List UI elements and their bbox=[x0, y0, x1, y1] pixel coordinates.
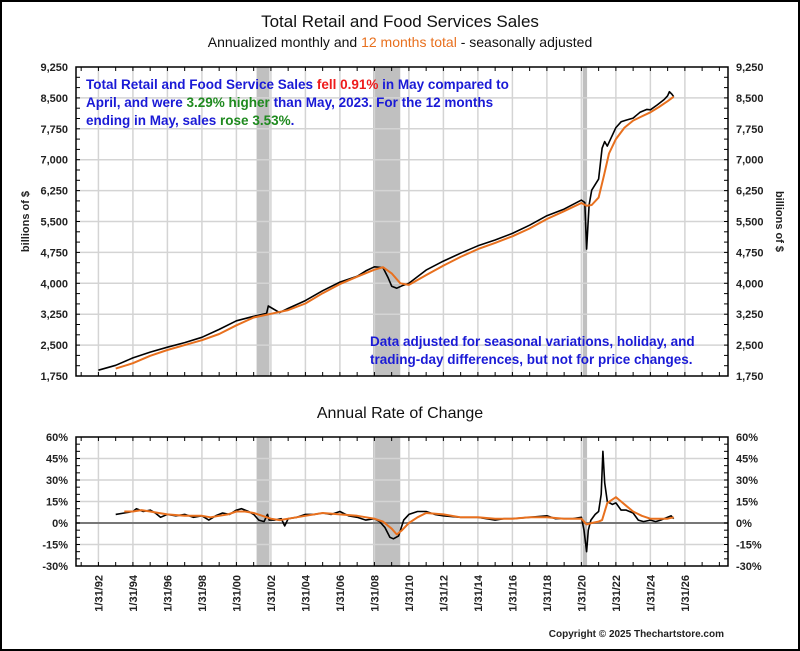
x-tick-label: 1/31/00 bbox=[231, 575, 243, 612]
plot-border bbox=[75, 436, 729, 567]
sales-plot: 1,750 1,750 2,500 2,500 3,250 3,250 4,000 4,000… bbox=[20, 62, 785, 383]
y-tick-label-left: 8,500 bbox=[40, 93, 68, 105]
note-text: in May compared to April, and were bbox=[86, 77, 509, 110]
y-tick-label-left: 1,750 bbox=[40, 371, 68, 383]
y-tick-label-left: 4,000 bbox=[40, 278, 68, 290]
y-tick-label-right: 7,000 bbox=[736, 155, 764, 167]
chart-subtitle: Annualized monthly and 12 months total -… bbox=[0, 34, 800, 50]
y-tick-label-right: 8,500 bbox=[736, 93, 764, 105]
twelve-month-series-line bbox=[124, 496, 674, 536]
x-tick-label: 1/31/14 bbox=[473, 574, 485, 612]
copyright: Copyright © 2025 Thechartstore.com bbox=[548, 629, 724, 640]
y-axis-label-left: billions of $ bbox=[20, 191, 32, 252]
y-tick-label-left: 9,250 bbox=[40, 62, 68, 74]
y-tick-label-right: 30% bbox=[736, 475, 758, 487]
rate-plot: -30% -30% -15% -15% 0% 0% 15% 15% 30% 30% 45% 45% 60… bbox=[42, 432, 762, 573]
y-tick-label-right: 60% bbox=[736, 432, 758, 444]
y-tick-label-right: 0% bbox=[736, 518, 752, 530]
y-tick-label-left: 2,500 bbox=[40, 340, 68, 352]
x-tick-label: 1/31/94 bbox=[128, 574, 140, 612]
y-tick-label-right: -15% bbox=[736, 540, 762, 552]
x-tick-label: 1/31/08 bbox=[369, 575, 381, 612]
x-tick-label: 1/31/10 bbox=[404, 575, 416, 612]
adjustment-note: Data adjusted for seasonal variations, h… bbox=[370, 334, 695, 367]
y-tick-label-left: 4,750 bbox=[40, 247, 68, 259]
note-fell: fell 0.91% bbox=[316, 77, 379, 92]
y-tick-label-left: 3,250 bbox=[40, 309, 68, 321]
subtitle-text-1: Annualized monthly and bbox=[207, 34, 362, 50]
x-tick-label: 1/31/92 bbox=[93, 575, 105, 612]
y-tick-label-right: 1,750 bbox=[736, 371, 764, 383]
y-tick-label-left: 15% bbox=[46, 497, 68, 509]
y-tick-label-left: 6,250 bbox=[40, 186, 68, 198]
y-tick-label-right: 9,250 bbox=[736, 62, 764, 74]
note-text: Total Retail and Food Service Sales bbox=[86, 77, 317, 92]
y-tick-label-right: 7,750 bbox=[736, 124, 764, 136]
y-axis-label-right: billions of $ bbox=[773, 191, 785, 252]
y-tick-label-left: 7,000 bbox=[40, 155, 68, 167]
y-tick-label-right: 5,500 bbox=[736, 217, 764, 229]
x-tick-label: 1/31/20 bbox=[576, 575, 588, 612]
y-tick-label-left: 7,750 bbox=[40, 124, 68, 136]
subtitle-text-2: - seasonally adjusted bbox=[456, 34, 593, 50]
y-tick-label-left: 0% bbox=[52, 518, 68, 530]
y-tick-label-left: 5,500 bbox=[40, 217, 68, 229]
x-tick-label: 1/31/06 bbox=[335, 575, 347, 612]
y-tick-label-left: 30% bbox=[46, 475, 68, 487]
y-tick-label-right: 4,750 bbox=[736, 247, 764, 259]
x-tick-label: 1/31/98 bbox=[197, 575, 209, 612]
x-tick-label: 1/31/16 bbox=[507, 575, 519, 612]
y-tick-label-left: -15% bbox=[42, 540, 68, 552]
note-text: than May, 2023. For the 12 months ending… bbox=[86, 95, 494, 128]
x-tick-label: 1/31/18 bbox=[542, 575, 554, 612]
note-higher: 3.29% higher bbox=[186, 95, 270, 110]
y-tick-label-left: -30% bbox=[42, 561, 68, 573]
note-text: . bbox=[290, 113, 295, 128]
plot-border bbox=[75, 66, 729, 377]
twelve-month-series-line bbox=[115, 95, 675, 370]
summary-note: Total Retail and Food Service Sales fell… bbox=[86, 76, 536, 130]
x-tick-label: 1/31/24 bbox=[645, 574, 657, 612]
x-tick-label: 1/31/04 bbox=[300, 574, 312, 612]
x-tick-label: 1/31/02 bbox=[266, 575, 278, 612]
x-tick-label: 1/31/26 bbox=[680, 575, 692, 612]
chart-title: Total Retail and Food Services Sales bbox=[261, 12, 539, 31]
y-tick-label-right: 6,250 bbox=[736, 186, 764, 198]
y-tick-label-right: 2,500 bbox=[736, 340, 764, 352]
y-tick-label-right: 45% bbox=[736, 454, 758, 466]
x-tick-label: 1/31/22 bbox=[611, 575, 623, 612]
note-rose: rose 3.53% bbox=[220, 113, 291, 128]
y-tick-label-left: 60% bbox=[46, 432, 68, 444]
x-tick-label: 1/31/12 bbox=[438, 575, 450, 612]
y-tick-label-left: 45% bbox=[46, 454, 68, 466]
monthly-series-line bbox=[98, 90, 675, 371]
y-tick-label-right: 4,000 bbox=[736, 278, 764, 290]
subtitle-text-orange: 12 months total bbox=[361, 34, 457, 50]
y-tick-label-right: -30% bbox=[736, 561, 762, 573]
y-tick-label-right: 15% bbox=[736, 497, 758, 509]
rate-chart-title: Annual Rate of Change bbox=[316, 405, 484, 422]
y-tick-label-right: 3,250 bbox=[736, 309, 764, 321]
x-tick-label: 1/31/96 bbox=[162, 575, 174, 612]
